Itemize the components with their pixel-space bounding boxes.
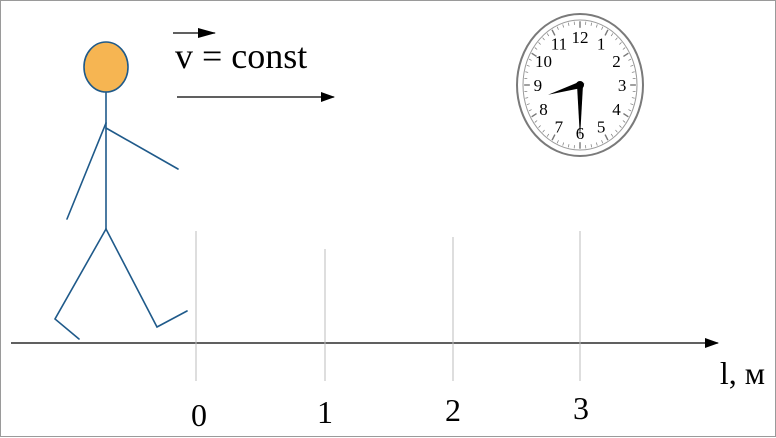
analog-clock: 121234567891011	[517, 14, 643, 156]
tick-label-1: 1	[317, 394, 333, 430]
clock-number: 4	[612, 100, 621, 119]
velocity-formula-text: v = const	[175, 36, 307, 76]
clock-number: 9	[534, 76, 543, 95]
tick-label-2: 2	[445, 392, 461, 428]
distance-axis: 0 1 2 3 l, м	[11, 231, 765, 433]
clock-number: 10	[535, 52, 552, 71]
clock-center-pin	[576, 81, 584, 89]
clock-number: 5	[597, 118, 606, 137]
clock-number: 12	[572, 28, 589, 47]
person-head	[84, 42, 128, 92]
person-left-arm	[67, 123, 106, 219]
velocity-formula: v = const	[173, 33, 334, 97]
clock-number: 2	[612, 52, 621, 71]
person-right-leg	[106, 229, 187, 327]
clock-number: 7	[555, 118, 564, 137]
clock-number: 1	[597, 34, 606, 53]
tick-label-0: 0	[191, 397, 207, 433]
clock-number: 11	[551, 34, 567, 53]
person-left-leg	[55, 229, 106, 339]
clock-number: 3	[618, 76, 627, 95]
walking-person	[55, 42, 187, 339]
person-right-arm	[106, 128, 178, 169]
clock-number: 8	[539, 100, 548, 119]
axis-unit-label: l, м	[720, 355, 765, 391]
tick-label-3: 3	[573, 390, 589, 426]
